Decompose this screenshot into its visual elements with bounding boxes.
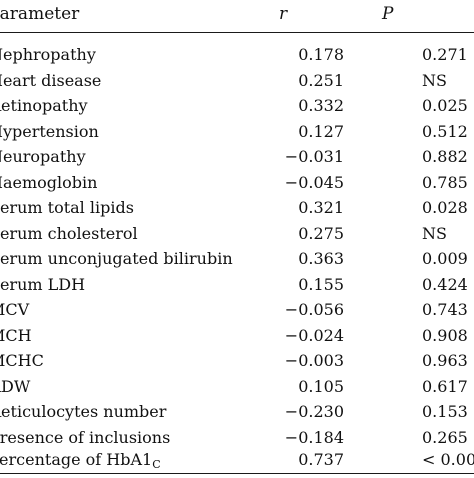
cell-parameter: Neuropathy: [0, 147, 86, 166]
cell-r: 0.363: [298, 249, 344, 268]
cell-r: −0.045: [284, 172, 344, 192]
cell-parameter: Percentage of HbA1C: [0, 447, 161, 478]
table-row: MCH −0.024 0.908: [0, 323, 474, 349]
cell-r: 0.332: [298, 96, 344, 115]
table-row: MCV −0.056 0.743: [0, 297, 474, 323]
header-r: r: [279, 4, 288, 24]
table-row: Serum unconjugated bilirubin 0.363 0.009: [0, 246, 474, 272]
cell-p: NS: [422, 70, 447, 90]
cell-p: 0.025: [422, 96, 468, 115]
table-row: Serum LDH 0.155 0.424: [0, 272, 474, 298]
cell-r: −0.184: [284, 427, 344, 447]
cell-parameter: Reticulocytes number: [0, 402, 167, 421]
cell-p: 0.265: [422, 427, 468, 447]
table-header: Parameter r P: [0, 0, 474, 30]
cell-p: 0.009: [422, 249, 468, 268]
table-row: Heart disease 0.251 NS: [0, 68, 474, 94]
cell-r: −0.056: [284, 300, 344, 319]
cell-r: 0.321: [298, 198, 344, 217]
table-row: Neuropathy −0.031 0.882: [0, 144, 474, 170]
table-row: Reticulocytes number −0.230 0.153: [0, 399, 474, 425]
cell-p: 0.963: [422, 351, 468, 370]
cell-r: 0.178: [298, 45, 344, 64]
header-rule: [0, 32, 474, 33]
table-row: Serum total lipids 0.321 0.028: [0, 195, 474, 221]
cell-p: 0.785: [422, 172, 468, 192]
header-p: P: [382, 4, 394, 24]
table-row: Serum cholesterol 0.275 NS: [0, 221, 474, 247]
table-row: Hypertension 0.127 0.512: [0, 119, 474, 145]
cell-r: −0.031: [284, 147, 344, 166]
cell-r: 0.275: [298, 223, 344, 243]
cell-parameter: Serum unconjugated bilirubin: [0, 249, 233, 268]
cell-r: 0.155: [298, 274, 344, 294]
cell-parameter-text: Percentage of HbA1: [0, 450, 153, 469]
table-row: MCHC −0.003 0.963: [0, 348, 474, 374]
cell-r: 0.127: [298, 121, 344, 141]
cell-p: < 0.000: [422, 450, 474, 469]
header-parameter: Parameter: [0, 4, 80, 24]
cell-r: 0.737: [298, 450, 344, 469]
cell-parameter: Serum cholesterol: [0, 223, 138, 243]
cell-parameter: MCH: [0, 325, 32, 345]
table-row: RDW 0.105 0.617: [0, 374, 474, 400]
cell-parameter: Serum total lipids: [0, 198, 134, 217]
table-row: Nephropathy 0.178 0.271: [0, 42, 474, 68]
cell-parameter: MCHC: [0, 351, 44, 370]
cell-parameter: MCV: [0, 300, 30, 319]
cell-parameter: Serum LDH: [0, 274, 86, 294]
cell-parameter: Heart disease: [0, 70, 102, 90]
table-row: Retinopathy 0.332 0.025: [0, 93, 474, 119]
cell-p: 0.028: [422, 198, 468, 217]
cell-p: 0.271: [422, 45, 468, 64]
table-row: Presence of inclusions −0.184 0.265: [0, 425, 474, 451]
cell-p: 0.908: [422, 325, 468, 345]
table-row: Haemoglobin −0.045 0.785: [0, 170, 474, 196]
cell-p: 0.512: [422, 121, 468, 141]
cell-p: 0.617: [422, 376, 468, 396]
cell-r: 0.105: [298, 376, 344, 396]
cell-parameter: Nephropathy: [0, 45, 96, 64]
cell-parameter: Hypertension: [0, 121, 99, 141]
cell-p: 0.743: [422, 300, 468, 319]
cell-parameter: RDW: [0, 376, 31, 396]
cell-parameter-subscript: C: [152, 458, 161, 471]
cell-p: 0.153: [422, 402, 468, 421]
cell-p: NS: [422, 223, 447, 243]
cell-r: −0.003: [284, 351, 344, 370]
cell-r: −0.230: [284, 402, 344, 421]
cell-parameter: Retinopathy: [0, 96, 88, 115]
cell-p: 0.882: [422, 147, 468, 166]
cell-r: −0.024: [284, 325, 344, 345]
cell-p: 0.424: [422, 274, 468, 294]
cell-parameter: Haemoglobin: [0, 172, 98, 192]
cell-r: 0.251: [298, 70, 344, 90]
cell-parameter: Presence of inclusions: [0, 427, 171, 447]
table-row: Percentage of HbA1C 0.737 < 0.000: [0, 447, 474, 473]
